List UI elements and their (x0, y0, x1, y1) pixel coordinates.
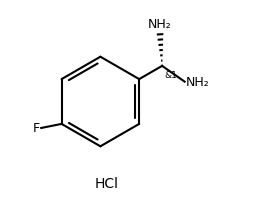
Text: NH₂: NH₂ (186, 76, 210, 89)
Text: &1: &1 (164, 70, 177, 79)
Text: HCl: HCl (94, 176, 119, 190)
Text: F: F (32, 122, 40, 135)
Text: NH₂: NH₂ (148, 18, 172, 31)
